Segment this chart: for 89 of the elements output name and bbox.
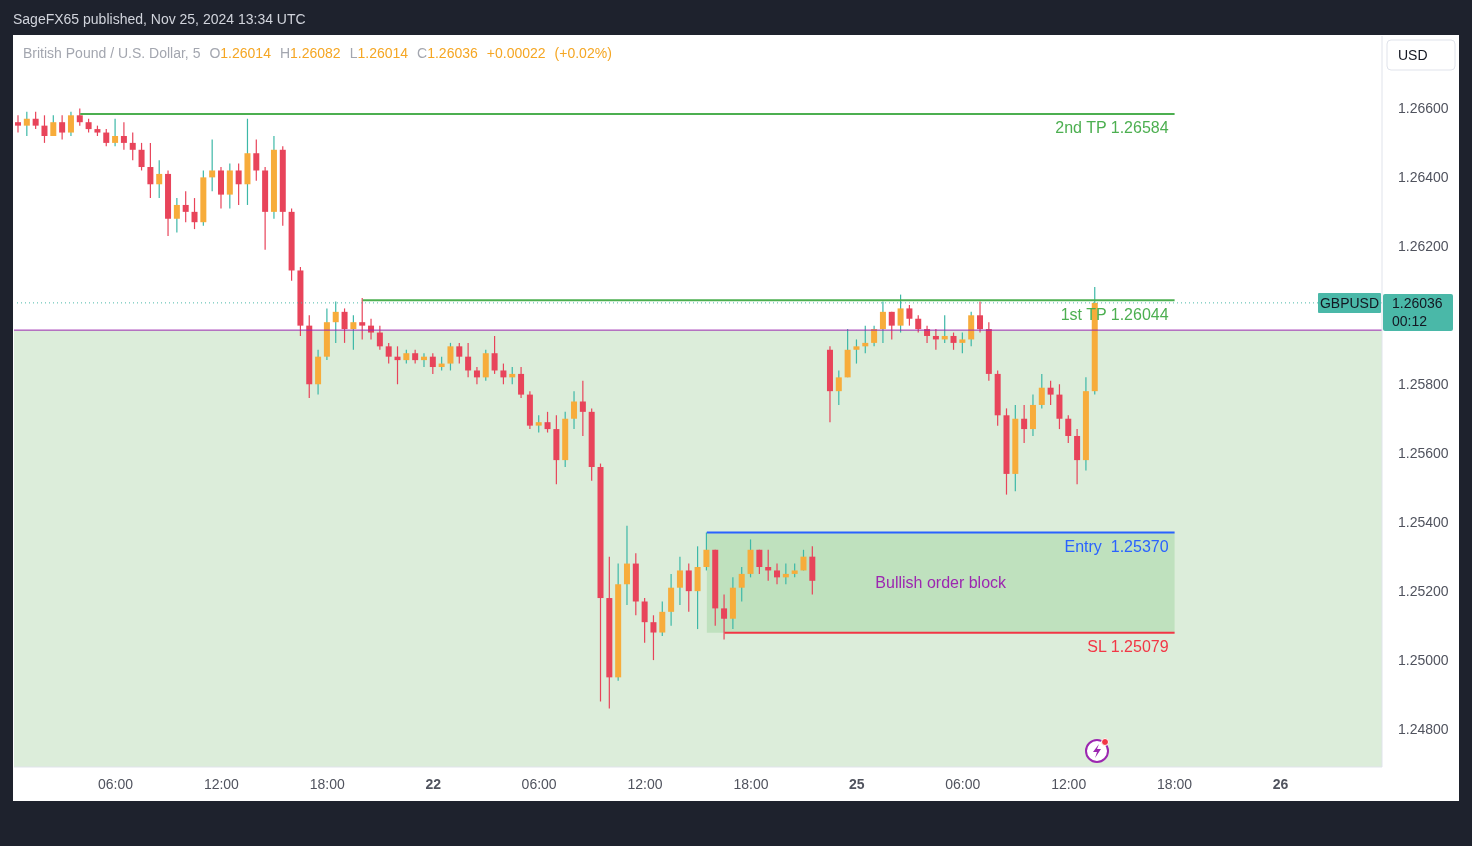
candlestick <box>1038 373 1045 409</box>
y-tick-label: 1.25800 <box>1398 376 1449 393</box>
candlestick <box>41 114 48 144</box>
candlestick <box>253 138 260 182</box>
candlestick <box>491 335 498 375</box>
candlestick <box>738 566 745 603</box>
candlestick <box>650 614 657 661</box>
candlestick <box>156 159 163 199</box>
candlestick <box>959 331 966 354</box>
x-tick-label: 18:00 <box>1157 775 1193 792</box>
candlestick <box>721 593 728 641</box>
candlestick <box>376 325 383 351</box>
x-tick-label: 06:00 <box>97 775 134 792</box>
candlestick <box>191 197 198 230</box>
candlestick <box>112 118 119 147</box>
candlestick <box>129 131 136 161</box>
candlestick <box>641 597 648 644</box>
candlestick <box>977 300 984 334</box>
candlestick <box>888 311 895 341</box>
x-tick-label: 26 <box>1272 775 1289 792</box>
series-label: SL 1.25079 <box>1087 638 1169 656</box>
x-tick-label: 12:00 <box>627 775 663 792</box>
candlestick <box>703 531 710 572</box>
candlestick <box>676 556 683 606</box>
candlestick <box>1021 404 1028 444</box>
x-tick-label: 06:00 <box>945 775 981 792</box>
candlestick <box>456 342 463 365</box>
candlestick <box>341 307 348 344</box>
candlestick <box>518 366 525 399</box>
annotation: GBPUSD <box>1319 294 1380 311</box>
candlestick <box>473 366 480 385</box>
candlestick <box>138 142 145 172</box>
series-label: Entry 1.25370 <box>1064 538 1169 556</box>
y-tick-label: 1.26600 <box>1398 100 1449 117</box>
candlestick <box>332 300 339 344</box>
candlestick <box>120 121 127 151</box>
candlestick <box>774 562 781 585</box>
candlestick <box>147 142 154 199</box>
candlestick <box>500 362 507 385</box>
y-tick-label: 1.26200 <box>1398 238 1449 255</box>
x-tick-label: 12:00 <box>203 775 240 792</box>
candlestick <box>209 138 216 192</box>
candlestick <box>623 525 630 606</box>
text: 00:12 <box>1392 312 1428 329</box>
candlestick <box>879 300 886 344</box>
candlestick <box>385 342 392 365</box>
candlestick <box>544 411 551 434</box>
candlestick <box>447 342 454 372</box>
series-label: 2nd TP 1.26584 <box>1055 119 1169 137</box>
x-tick-label: 18:00 <box>733 775 769 792</box>
y-tick-label: 1.26400 <box>1398 169 1449 186</box>
candlestick <box>15 114 21 134</box>
text: SageFX65 published, Nov 25, 2024 13:34 UTC <box>13 10 306 28</box>
annotation: Bullish order block <box>875 574 1008 592</box>
y-tick-label: 1.24800 <box>1398 721 1449 738</box>
y-tick-label: 1.25400 <box>1398 514 1449 531</box>
candlestick <box>182 190 189 223</box>
x-tick-label: 18:00 <box>309 775 346 792</box>
x-tick-label: 12:00 <box>1051 775 1087 792</box>
candlestick <box>359 297 366 341</box>
candlestick <box>67 111 74 137</box>
candlestick <box>897 294 904 334</box>
candlestick <box>756 549 763 575</box>
candlestick <box>659 600 666 637</box>
candlestick <box>571 390 578 430</box>
candlestick <box>685 562 692 613</box>
candlestick <box>1047 380 1054 406</box>
candlestick <box>1065 414 1072 444</box>
x-tick-label: 22 <box>425 775 442 792</box>
y-tick-label: 1.25200 <box>1398 583 1449 600</box>
candlestick <box>429 352 436 375</box>
x-tick-label: 06:00 <box>521 775 557 792</box>
candlestick <box>173 197 180 234</box>
x-tick-label: 25 <box>849 775 865 792</box>
candlestick <box>23 111 30 137</box>
candlestick <box>350 314 357 351</box>
ref-line-label: 1.26036 <box>1392 294 1443 311</box>
candlestick <box>235 162 242 206</box>
y-tick-label: 1.25000 <box>1398 652 1449 669</box>
candlestick <box>835 369 842 406</box>
candlestick <box>579 380 586 437</box>
candlestick <box>465 342 472 378</box>
candlestick <box>59 114 66 141</box>
text: O1.26014 H1.26082 L1.26014 C1.26036 +0.00022 (+0.02%) <box>209 45 612 61</box>
candlestick <box>853 338 860 365</box>
candlestick <box>906 304 913 327</box>
y-axis-title: USD <box>1398 47 1428 63</box>
text: British Pound / U.S. Dollar, 5 <box>23 45 201 61</box>
y-tick-label: 1.25600 <box>1398 445 1449 462</box>
